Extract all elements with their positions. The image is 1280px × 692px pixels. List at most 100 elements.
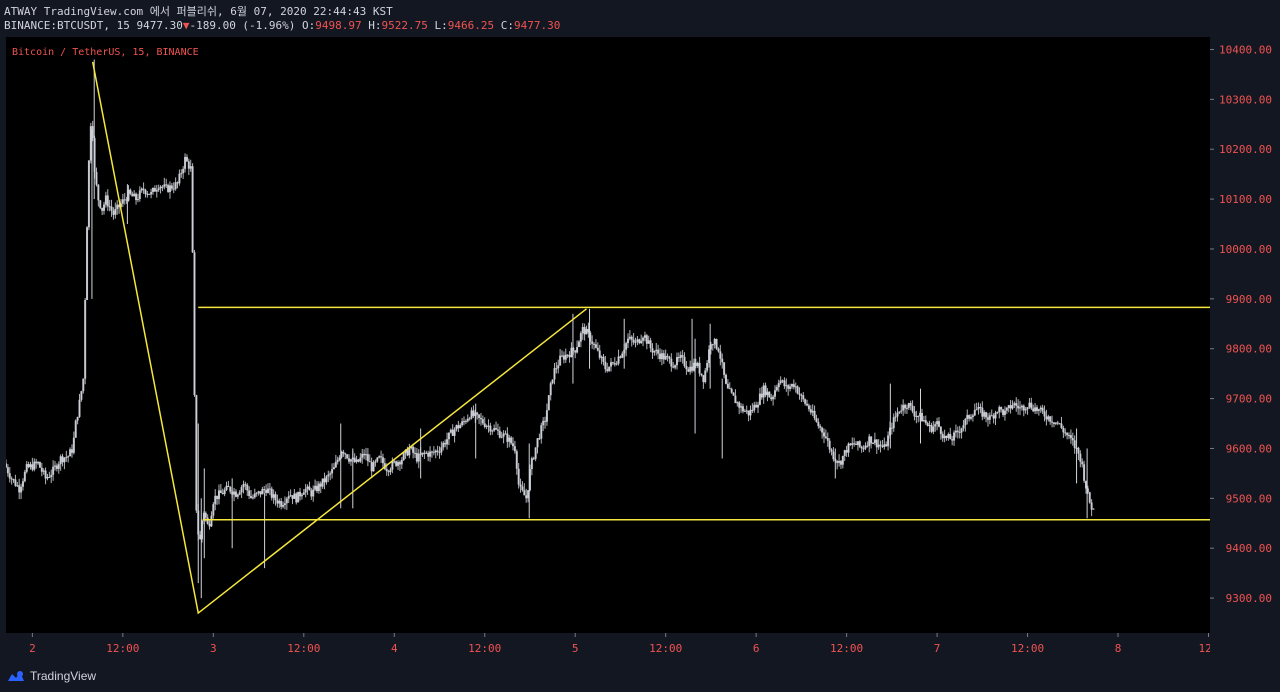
candle-body (278, 501, 281, 504)
candle-body (108, 206, 111, 208)
candle-body (943, 435, 946, 439)
candle-body (574, 350, 577, 353)
candle-body (116, 204, 119, 209)
candle-body (372, 462, 375, 472)
candle-body (89, 126, 92, 161)
candle-body (161, 186, 164, 188)
candle-body (660, 353, 663, 360)
candle-body (798, 393, 801, 395)
candle-body (534, 447, 537, 459)
candle-body (40, 467, 43, 472)
candle-body (555, 368, 558, 370)
candle-body (724, 374, 727, 384)
trend-zigzag-line (91, 61, 587, 615)
candle-body (692, 362, 695, 371)
candle-body (945, 435, 948, 438)
candle-body (112, 210, 115, 215)
candle-body (165, 184, 168, 186)
candle-body (662, 353, 665, 360)
candle-body (398, 462, 401, 465)
x-tick-label: 12:00 (287, 642, 320, 655)
time-axis[interactable]: 2 12:00 3 12:00 4 12:00 5 12:00 6 12:00 7 12:00 8 12: (0, 633, 1218, 661)
candle-body (427, 452, 430, 457)
candle-body (289, 495, 292, 497)
candle-body (323, 478, 326, 483)
chart-pane[interactable]: Bitcoin / TetherUS, 15, BINANCE (5, 37, 1210, 633)
candle-body (1022, 405, 1025, 411)
candle-body (768, 391, 771, 398)
candle-body (223, 489, 226, 495)
candle-body (717, 348, 720, 352)
candle-body (184, 157, 187, 169)
candle-body (911, 405, 914, 412)
y-tick-label: 9400.00 (1226, 542, 1272, 555)
candle-body (566, 354, 569, 356)
candle-body (821, 427, 824, 433)
candle-body (250, 496, 253, 498)
candle-body (84, 300, 87, 379)
candle-body (866, 445, 869, 447)
candle-body (80, 391, 83, 400)
candle-body (272, 494, 275, 498)
candle-body (236, 494, 239, 497)
low-value: 9466.25 (447, 19, 495, 32)
candle-body (57, 464, 60, 469)
candle-body (1073, 440, 1076, 449)
candle-body (342, 451, 345, 454)
price-axis[interactable]: 9300.00 9400.00 9500.00 9600.00 9700.00 9800.… (1210, 37, 1280, 633)
price-plot[interactable]: Bitcoin / TetherUS, 15, BINANCE (5, 37, 1210, 633)
candle-body (1005, 407, 1008, 411)
candle-body (994, 412, 997, 419)
candle-body (1043, 411, 1046, 417)
candle-body (926, 423, 929, 426)
candle-body (883, 444, 886, 447)
candle-body (1064, 432, 1067, 434)
candle-body (410, 446, 413, 449)
time-axis-svg[interactable]: 2 12:00 3 12:00 4 12:00 5 12:00 6 12:00 7 12:00 8 12: (0, 633, 1218, 661)
candle-body (655, 349, 658, 352)
candle-body (738, 402, 741, 408)
candle-body (321, 478, 324, 487)
candle-body (114, 208, 117, 215)
candle-body (593, 343, 596, 345)
candle-body (579, 333, 582, 342)
candle-body (376, 457, 379, 462)
candle-body (528, 468, 531, 491)
candle-body (970, 417, 973, 419)
candle-body (681, 355, 684, 357)
candle-body (674, 365, 677, 368)
candle-body (329, 473, 332, 475)
candle-body (25, 464, 28, 472)
candle-body (10, 478, 13, 480)
candle-body (16, 485, 19, 487)
candle-body (455, 425, 458, 430)
candle-body (308, 486, 311, 491)
candle-body (988, 415, 991, 420)
candle-body (617, 356, 620, 364)
candle-body (370, 462, 373, 472)
candle-body (1032, 408, 1035, 412)
candle-body (106, 195, 109, 207)
candle-body (704, 370, 707, 383)
candle-body (129, 189, 132, 194)
high-label: H: (368, 19, 382, 32)
candle-body (425, 452, 428, 454)
candle-body (118, 204, 121, 208)
candle-body (468, 418, 471, 420)
candle-body (549, 383, 552, 396)
candle-body (27, 464, 30, 468)
candle-body (512, 443, 515, 447)
candle-body (506, 433, 509, 442)
price-axis-svg[interactable]: 9300.00 9400.00 9500.00 9600.00 9700.00 9800.… (1210, 37, 1280, 633)
candle-body (1054, 422, 1057, 424)
candle-body (613, 363, 616, 365)
candle-body (536, 438, 539, 448)
x-tick-label: 3 (210, 642, 217, 655)
candle-body (434, 450, 437, 453)
symbol-label[interactable]: BINANCE:BTCUSDT, 15 (4, 19, 130, 32)
candle-body (915, 415, 918, 417)
ohlc-line: BINANCE:BTCUSDT, 15 9477.30▼-189.00 (-1.… (4, 19, 560, 32)
candle-body (381, 457, 384, 464)
tradingview-brand[interactable]: TradingView (6, 669, 96, 683)
candle-body (807, 405, 810, 410)
